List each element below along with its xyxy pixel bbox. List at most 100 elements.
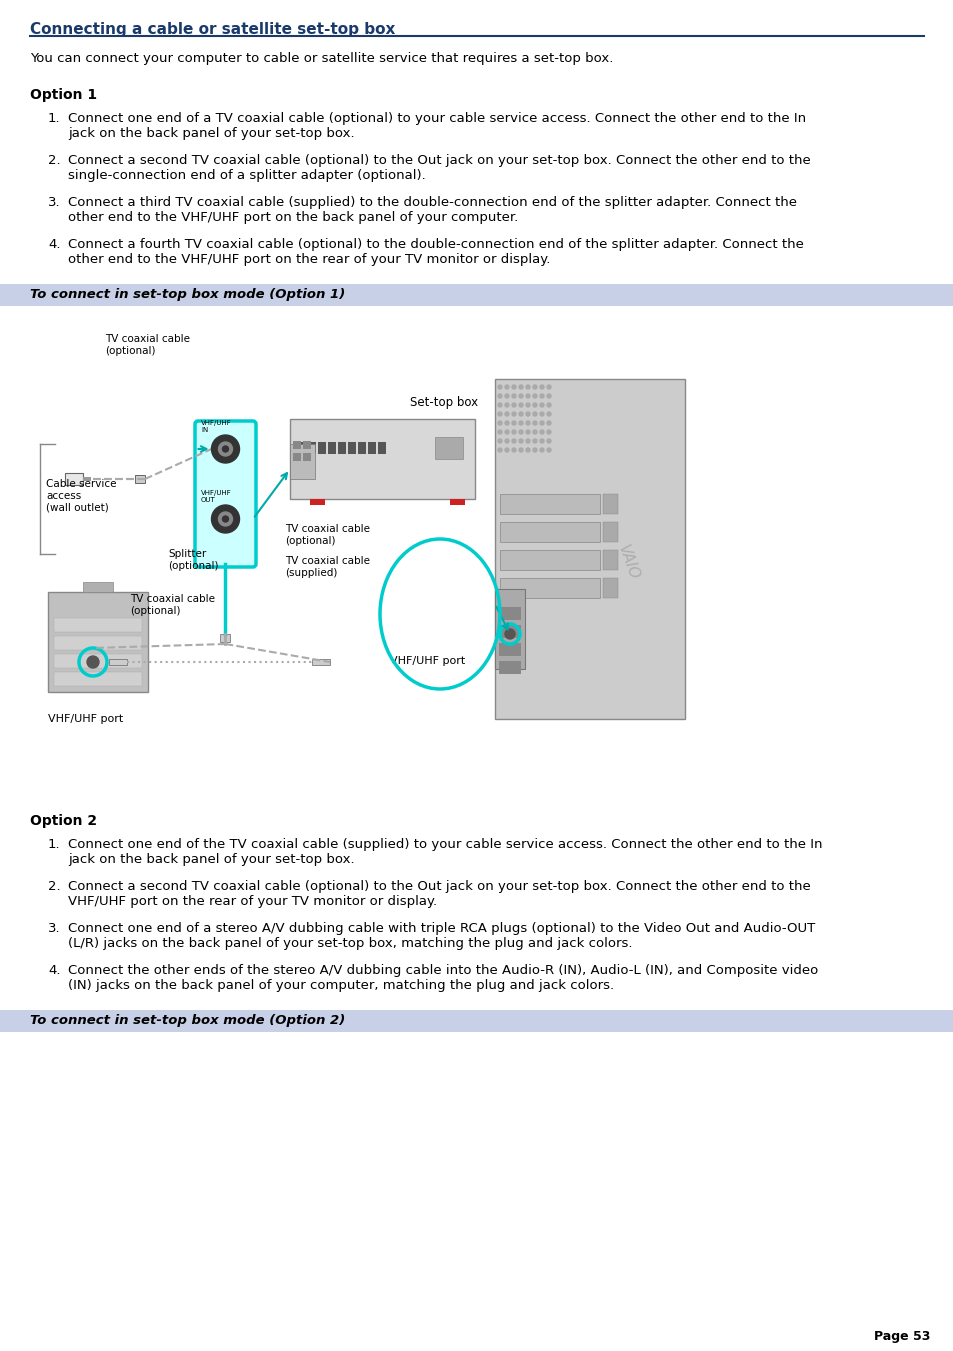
Text: VHF/UHF port: VHF/UHF port xyxy=(390,657,465,666)
Circle shape xyxy=(546,439,551,443)
Bar xyxy=(48,592,148,692)
Text: (optional): (optional) xyxy=(105,346,155,357)
Bar xyxy=(290,419,475,499)
Circle shape xyxy=(525,403,530,407)
Circle shape xyxy=(504,449,509,453)
Circle shape xyxy=(497,439,501,443)
Circle shape xyxy=(533,412,537,416)
Circle shape xyxy=(512,403,516,407)
Circle shape xyxy=(525,449,530,453)
Text: Connect a fourth TV coaxial cable (optional) to the double-connection end of the: Connect a fourth TV coaxial cable (optio… xyxy=(68,238,803,251)
Circle shape xyxy=(525,385,530,389)
Bar xyxy=(135,476,145,484)
Text: Connect a second TV coaxial cable (optional) to the Out jack on your set-top box: Connect a second TV coaxial cable (optio… xyxy=(68,154,810,168)
Circle shape xyxy=(497,412,501,416)
Text: Connect one end of a TV coaxial cable (optional) to your cable service access. C: Connect one end of a TV coaxial cable (o… xyxy=(68,112,805,126)
Text: access: access xyxy=(46,490,81,501)
Text: VHF/UHF port: VHF/UHF port xyxy=(48,713,123,724)
Circle shape xyxy=(497,403,501,407)
Bar xyxy=(220,634,231,642)
Circle shape xyxy=(518,403,522,407)
Circle shape xyxy=(512,394,516,399)
Circle shape xyxy=(533,394,537,399)
Circle shape xyxy=(512,439,516,443)
Circle shape xyxy=(504,385,509,389)
Circle shape xyxy=(222,516,229,521)
Circle shape xyxy=(533,430,537,434)
Bar xyxy=(317,442,326,454)
Bar xyxy=(54,636,142,650)
Circle shape xyxy=(504,630,515,639)
Circle shape xyxy=(497,385,501,389)
Circle shape xyxy=(512,422,516,426)
Bar xyxy=(328,442,335,454)
Circle shape xyxy=(504,412,509,416)
Text: Connecting a cable or satellite set-top box: Connecting a cable or satellite set-top … xyxy=(30,22,395,36)
Text: Option 1: Option 1 xyxy=(30,88,97,101)
Bar xyxy=(450,499,464,505)
Circle shape xyxy=(504,430,509,434)
Circle shape xyxy=(212,505,239,534)
Circle shape xyxy=(497,430,501,434)
Text: TV coaxial cable: TV coaxial cable xyxy=(285,524,370,534)
Text: (optional): (optional) xyxy=(168,561,218,571)
Text: To connect in set-top box mode (Option 1): To connect in set-top box mode (Option 1… xyxy=(30,288,345,301)
Bar xyxy=(498,626,520,638)
Circle shape xyxy=(546,430,551,434)
Bar xyxy=(303,440,311,449)
Text: Splitter: Splitter xyxy=(168,549,206,559)
Text: Connect one end of the TV coaxial cable (supplied) to your cable service access.: Connect one end of the TV coaxial cable … xyxy=(68,838,821,851)
Bar xyxy=(310,499,325,505)
Text: To connect in set-top box mode (Option 2): To connect in set-top box mode (Option 2… xyxy=(30,1015,345,1027)
Circle shape xyxy=(539,403,543,407)
Bar xyxy=(498,661,520,674)
Circle shape xyxy=(504,403,509,407)
Bar xyxy=(495,589,524,669)
Bar xyxy=(308,442,315,454)
Text: Page 53: Page 53 xyxy=(873,1329,929,1343)
Text: (optional): (optional) xyxy=(130,607,180,616)
Bar xyxy=(337,442,346,454)
Text: (wall outlet): (wall outlet) xyxy=(46,503,109,513)
Text: 3.: 3. xyxy=(48,921,61,935)
Bar xyxy=(293,440,301,449)
Bar xyxy=(602,521,618,542)
Text: 3.: 3. xyxy=(48,196,61,209)
Circle shape xyxy=(518,412,522,416)
Circle shape xyxy=(512,412,516,416)
Circle shape xyxy=(539,394,543,399)
Circle shape xyxy=(546,412,551,416)
Circle shape xyxy=(212,435,239,463)
Circle shape xyxy=(518,439,522,443)
Text: You can connect your computer to cable or satellite service that requires a set-: You can connect your computer to cable o… xyxy=(30,51,613,65)
Bar xyxy=(54,671,142,686)
Text: (optional): (optional) xyxy=(285,536,335,546)
Circle shape xyxy=(539,430,543,434)
Text: jack on the back panel of your set-top box.: jack on the back panel of your set-top b… xyxy=(68,852,355,866)
Text: VHF/UHF port on the rear of your TV monitor or display.: VHF/UHF port on the rear of your TV moni… xyxy=(68,894,436,908)
Text: Connect one end of a stereo A/V dubbing cable with triple RCA plugs (optional) t: Connect one end of a stereo A/V dubbing … xyxy=(68,921,815,935)
Bar xyxy=(109,659,127,665)
Circle shape xyxy=(504,422,509,426)
Bar xyxy=(357,442,366,454)
Circle shape xyxy=(497,449,501,453)
Text: Connect the other ends of the stereo A/V dubbing cable into the Audio-R (IN), Au: Connect the other ends of the stereo A/V… xyxy=(68,965,818,977)
Bar xyxy=(293,453,301,461)
Text: TV coaxial cable: TV coaxial cable xyxy=(285,557,370,566)
Text: 1.: 1. xyxy=(48,112,61,126)
FancyBboxPatch shape xyxy=(194,422,255,567)
Circle shape xyxy=(546,422,551,426)
Bar xyxy=(0,284,953,305)
Circle shape xyxy=(497,422,501,426)
Bar xyxy=(54,654,142,667)
Bar xyxy=(495,380,684,719)
Bar xyxy=(54,617,142,632)
Bar xyxy=(498,643,520,657)
Text: Cable service: Cable service xyxy=(46,480,116,489)
Text: TV coaxial cable: TV coaxial cable xyxy=(105,334,190,345)
Circle shape xyxy=(518,422,522,426)
Bar xyxy=(83,477,91,481)
Circle shape xyxy=(546,394,551,399)
Text: other end to the VHF/UHF port on the rear of your TV monitor or display.: other end to the VHF/UHF port on the rea… xyxy=(68,253,550,266)
Circle shape xyxy=(222,446,229,453)
